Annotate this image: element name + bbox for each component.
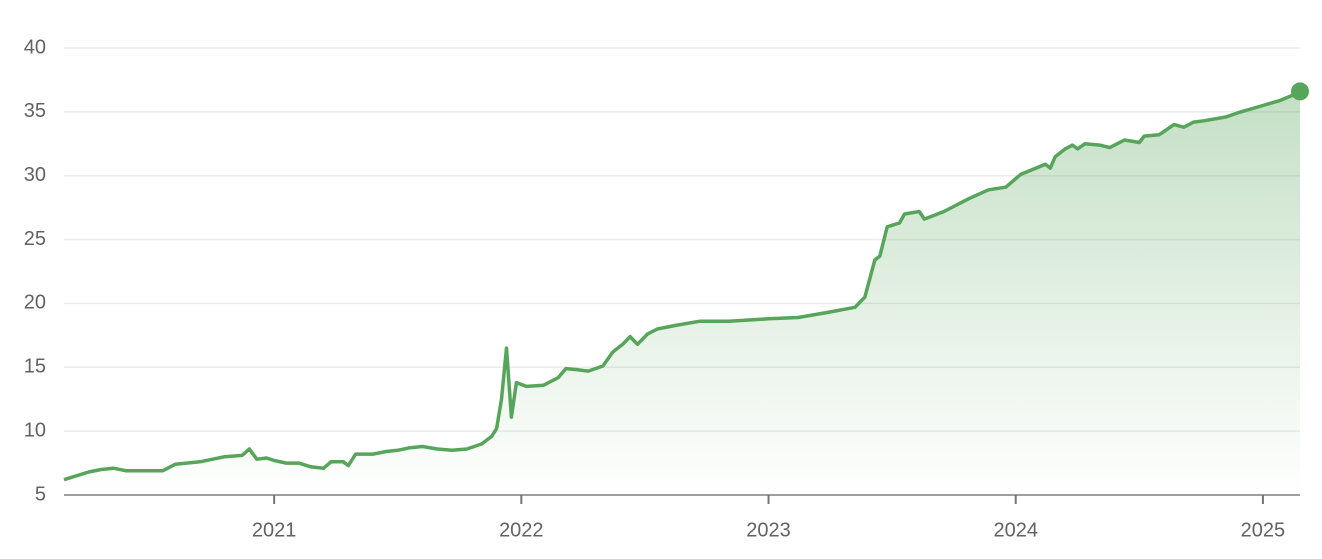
y-tick-label: 10 [24,419,46,441]
end-point [1291,82,1309,101]
x-tick-label: 2023 [746,519,791,541]
area-fill [64,91,1300,496]
line [63,89,1301,482]
y-tick-label: 35 [24,100,46,122]
x-tick-label: 2025 [1241,519,1286,541]
y-tick-label: 30 [24,164,46,186]
x-tick-label: 2024 [993,519,1038,541]
x-tick-label: 2022 [499,519,544,541]
y-tick-label: 15 [24,356,46,378]
x-tick-label: 2021 [252,519,297,541]
y-tick-label: 25 [24,228,46,250]
y-tick-label: 40 [24,36,46,58]
y-tick-label: 5 [35,483,46,505]
y-tick-label: 20 [24,292,46,314]
